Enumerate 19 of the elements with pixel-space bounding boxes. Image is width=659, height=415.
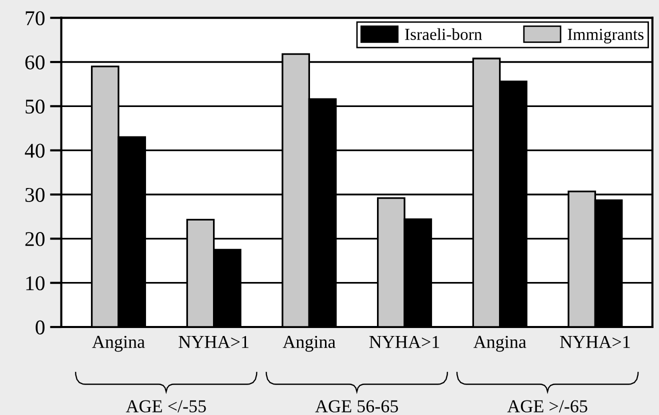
x-tick-label: Angina (473, 336, 526, 352)
x-tick-label: Angina (92, 336, 145, 352)
x-tick-label: NYHA>1 (178, 336, 248, 348)
text: AGE 56-65 (315, 400, 398, 412)
y-tick-label: 10 (26, 276, 45, 290)
y-tick-label: 50 (26, 100, 45, 114)
text: AGE </-55 (126, 400, 206, 412)
y-tick-label: 0 (36, 320, 45, 334)
y-tick-label: 20 (25, 232, 45, 246)
y-tick-label: 70 (26, 11, 45, 26)
x-tick-label: NYHA>1 (369, 336, 440, 348)
y-tick-label: 30 (25, 188, 45, 202)
x-tick-label: NYHA>1 (560, 336, 630, 348)
y-tick-label: 60 (25, 55, 45, 70)
legend-label: Immigrants (568, 28, 644, 44)
x-tick-label: Angina (282, 336, 336, 352)
text: AGE >/-65 (507, 400, 588, 412)
y-tick-label: 40 (24, 144, 45, 158)
legend-label: Israeli-born (405, 28, 482, 40)
